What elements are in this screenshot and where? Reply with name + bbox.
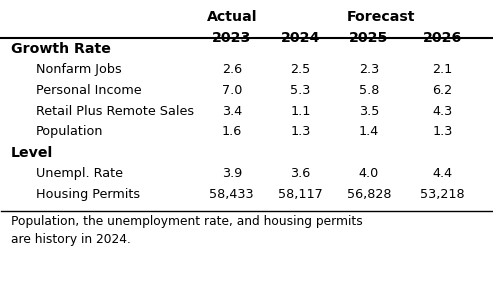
Text: 58,117: 58,117 xyxy=(278,188,323,201)
Text: 7.0: 7.0 xyxy=(222,84,242,97)
Text: 1.3: 1.3 xyxy=(432,125,453,138)
Text: 4.4: 4.4 xyxy=(432,167,453,180)
Text: 53,218: 53,218 xyxy=(420,188,465,201)
Text: 5.8: 5.8 xyxy=(359,84,379,97)
Text: Personal Income: Personal Income xyxy=(35,84,141,97)
Text: Housing Permits: Housing Permits xyxy=(35,188,140,201)
Text: Forecast: Forecast xyxy=(347,10,416,24)
Text: 2023: 2023 xyxy=(212,31,251,45)
Text: Retail Plus Remote Sales: Retail Plus Remote Sales xyxy=(35,105,194,118)
Text: 2.6: 2.6 xyxy=(222,63,242,76)
Text: 3.4: 3.4 xyxy=(222,105,242,118)
Text: Unempl. Rate: Unempl. Rate xyxy=(35,167,123,180)
Text: 2026: 2026 xyxy=(423,31,462,45)
Text: 2.5: 2.5 xyxy=(290,63,311,76)
Text: 2.1: 2.1 xyxy=(432,63,453,76)
Text: 4.3: 4.3 xyxy=(432,105,453,118)
Text: Growth Rate: Growth Rate xyxy=(11,42,111,56)
Text: 4.0: 4.0 xyxy=(359,167,379,180)
Text: 5.3: 5.3 xyxy=(290,84,311,97)
Text: are history in 2024.: are history in 2024. xyxy=(11,233,131,246)
Text: 3.6: 3.6 xyxy=(290,167,311,180)
Text: Population: Population xyxy=(35,125,103,138)
Text: 1.6: 1.6 xyxy=(222,125,242,138)
Text: 56,828: 56,828 xyxy=(347,188,391,201)
Text: Actual: Actual xyxy=(207,10,257,24)
Text: 3.9: 3.9 xyxy=(222,167,242,180)
Text: Nonfarm Jobs: Nonfarm Jobs xyxy=(35,63,121,76)
Text: 1.1: 1.1 xyxy=(290,105,311,118)
Text: 3.5: 3.5 xyxy=(359,105,379,118)
Text: Population, the unemployment rate, and housing permits: Population, the unemployment rate, and h… xyxy=(11,215,363,228)
Text: 6.2: 6.2 xyxy=(432,84,453,97)
Text: 1.4: 1.4 xyxy=(359,125,379,138)
Text: 2025: 2025 xyxy=(350,31,389,45)
Text: 58,433: 58,433 xyxy=(210,188,254,201)
Text: 1.3: 1.3 xyxy=(290,125,311,138)
Text: Level: Level xyxy=(11,146,53,160)
Text: 2024: 2024 xyxy=(281,31,320,45)
Text: 2.3: 2.3 xyxy=(359,63,379,76)
